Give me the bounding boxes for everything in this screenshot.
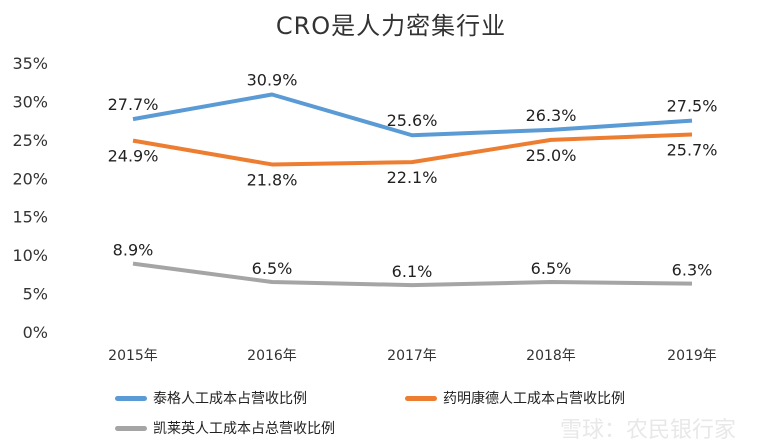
- y-tick-label: 25%: [12, 131, 48, 150]
- data-label: 6.1%: [392, 262, 433, 281]
- data-label: 25.0%: [526, 146, 577, 165]
- legend-item: 泰格人工成本占营收比例: [115, 388, 307, 408]
- legend-swatch: [115, 425, 147, 431]
- data-label: 6.5%: [252, 259, 293, 278]
- y-tick-label: 5%: [23, 285, 48, 304]
- data-label: 26.3%: [526, 106, 577, 125]
- legend-label: 药明康德人工成本占营收比例: [443, 391, 625, 407]
- data-label: 8.9%: [113, 241, 154, 260]
- series-line-0: [132, 92, 693, 138]
- data-label: 27.5%: [667, 97, 718, 116]
- watermark: 雪球：农民银行家: [560, 418, 737, 443]
- y-tick-label: 30%: [12, 92, 48, 111]
- data-label: 27.7%: [108, 95, 159, 114]
- y-tick-label: 20%: [12, 169, 48, 188]
- series-line-1: [132, 132, 693, 167]
- legend-item: 药明康德人工成本占营收比例: [405, 388, 625, 408]
- x-tick-label: 2018年: [526, 348, 576, 364]
- data-label: 6.3%: [672, 261, 713, 280]
- legend-label: 泰格人工成本占营收比例: [153, 391, 307, 407]
- y-tick-label: 35%: [12, 54, 48, 73]
- data-label: 21.8%: [247, 170, 298, 189]
- x-tick-label: 2016年: [247, 348, 297, 364]
- x-tick-label: 2015年: [108, 348, 158, 364]
- legend-swatch: [405, 395, 437, 401]
- data-label: 6.5%: [531, 259, 572, 278]
- data-label: 24.9%: [108, 147, 159, 166]
- data-label: 22.1%: [387, 168, 438, 187]
- chart-title: CRO是人力密集行业: [275, 12, 507, 40]
- y-tick-label: 10%: [12, 246, 48, 265]
- x-tick-label: 2017年: [387, 348, 437, 364]
- legend-label: 凯莱英人工成本占总营收比例: [153, 421, 335, 437]
- x-tick-label: 2019年: [667, 348, 717, 364]
- y-tick-label: 15%: [12, 208, 48, 227]
- legend-swatch: [115, 395, 147, 401]
- data-label: 25.7%: [667, 140, 718, 159]
- data-label: 30.9%: [247, 71, 298, 90]
- series-line-2: [132, 261, 693, 288]
- legend-item: 凯莱英人工成本占总营收比例: [115, 418, 335, 438]
- data-label: 25.6%: [387, 111, 438, 130]
- y-tick-label: 0%: [23, 323, 48, 342]
